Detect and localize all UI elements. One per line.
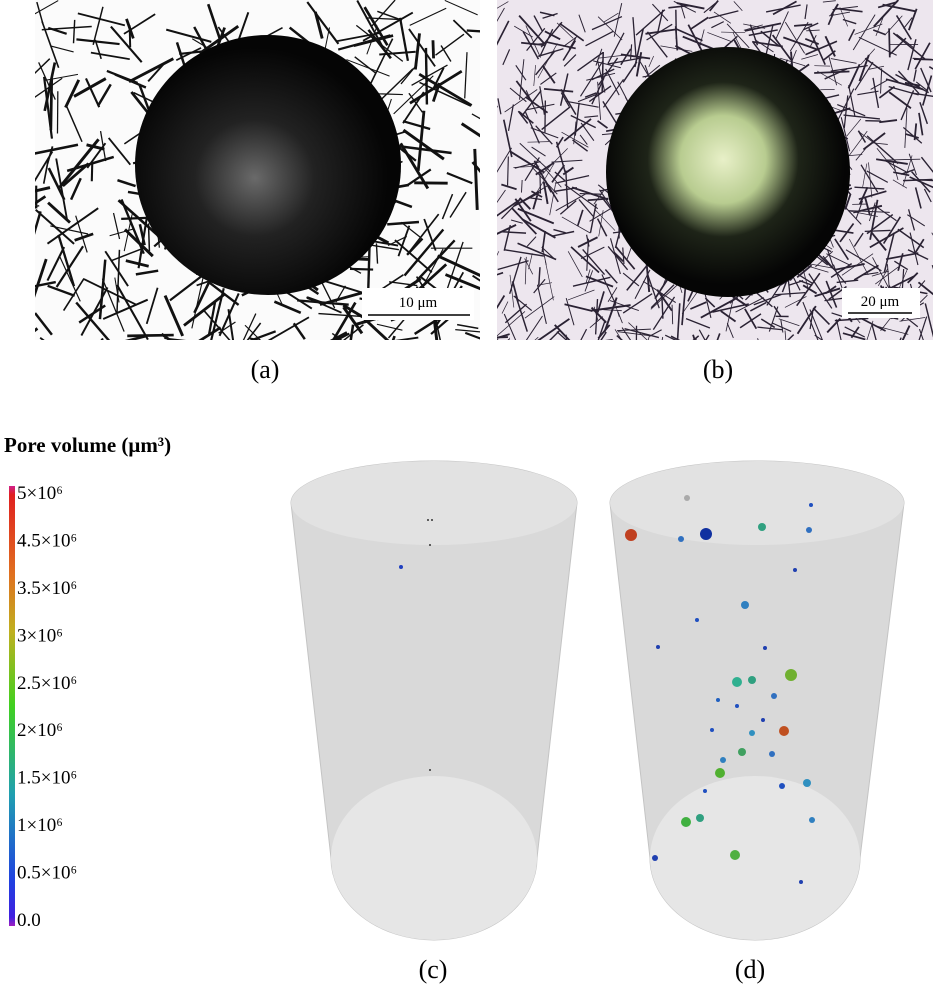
pore <box>427 519 429 521</box>
lath <box>889 28 890 57</box>
cylinder-top <box>610 461 904 545</box>
pore <box>696 814 704 822</box>
lath <box>148 223 149 251</box>
lath <box>433 40 434 58</box>
lath <box>502 338 509 371</box>
pore <box>678 536 684 542</box>
colorbar-label: 0.5×10⁶ <box>17 863 77 884</box>
scale-bar-label: 10 μm <box>399 295 438 311</box>
pore <box>429 769 431 771</box>
lath <box>672 305 673 324</box>
pore <box>806 527 812 533</box>
colorbar-label: 5×10⁶ <box>17 483 63 504</box>
pore <box>769 751 775 757</box>
pore <box>700 528 712 540</box>
pore <box>738 748 746 756</box>
pore <box>684 495 690 501</box>
lath <box>130 25 131 47</box>
pore <box>763 646 767 650</box>
pore <box>716 698 720 702</box>
pore <box>758 523 766 531</box>
lath <box>480 338 511 360</box>
panel-label: (a) <box>251 355 280 384</box>
pore <box>732 677 742 687</box>
lath <box>658 337 663 365</box>
pore <box>715 768 725 778</box>
figure: 10 μm 20 μm (a) (b) Pore volume (μm³) 5×… <box>0 0 936 992</box>
lath <box>51 79 52 130</box>
lath <box>602 52 603 93</box>
lath <box>574 340 613 345</box>
pore <box>771 693 777 699</box>
pore <box>803 779 811 787</box>
panel-label: (b) <box>703 355 733 384</box>
pore <box>652 855 658 861</box>
lath <box>127 335 173 336</box>
pore <box>793 568 797 572</box>
pore <box>779 726 789 736</box>
lath <box>914 59 936 60</box>
pore <box>710 728 714 732</box>
pore <box>399 565 403 569</box>
lath <box>40 338 77 366</box>
pore <box>431 519 433 521</box>
pore <box>720 757 726 763</box>
colorbar-label: 1.5×10⁶ <box>17 768 77 789</box>
lath <box>521 180 522 193</box>
pore <box>681 817 691 827</box>
lath <box>758 338 770 370</box>
lath <box>368 247 369 294</box>
colorbar-label: 2.5×10⁶ <box>17 673 77 694</box>
lath <box>694 338 697 360</box>
pore <box>429 544 431 546</box>
pore <box>779 783 785 789</box>
panel-label: (c) <box>419 955 448 984</box>
pore <box>748 676 756 684</box>
colorbar <box>9 486 15 926</box>
lath <box>508 156 509 185</box>
cylinder-bottom <box>650 776 860 940</box>
colorbar-label: 3×10⁶ <box>17 625 63 646</box>
lath <box>500 339 509 353</box>
pore <box>785 669 797 681</box>
colorbar-label: 1×10⁶ <box>17 815 63 836</box>
colorbar-label: 2×10⁶ <box>17 720 63 741</box>
colorbar-label: 3.5×10⁶ <box>17 578 77 599</box>
cylinder-bottom <box>331 776 537 940</box>
pore <box>809 817 815 823</box>
pore <box>695 618 699 622</box>
pore <box>749 730 755 736</box>
lath <box>491 106 498 121</box>
lath <box>9 206 35 260</box>
lath <box>380 336 395 378</box>
lath <box>493 339 497 361</box>
pore-a <box>135 35 401 295</box>
colorbar-labels: 5×10⁶ 4.5×10⁶ 3.5×10⁶ 3×10⁶ 2.5×10⁶ 2×10⁶ 1.5×… <box>17 483 77 931</box>
panel-label: (d) <box>735 955 765 984</box>
lath <box>481 251 499 288</box>
lath <box>478 337 508 338</box>
pore <box>761 718 765 722</box>
pore <box>741 601 749 609</box>
pore <box>799 880 803 884</box>
colorbar-title: Pore volume (μm³) <box>4 433 171 457</box>
colorbar-label: 0.0 <box>17 910 41 931</box>
pore <box>735 704 739 708</box>
pore-b <box>606 47 850 297</box>
pore <box>730 850 740 860</box>
colorbar-label: 4.5×10⁶ <box>17 530 77 551</box>
pore <box>625 529 637 541</box>
cylinder-top <box>291 461 577 545</box>
pore <box>656 645 660 649</box>
pore <box>703 789 707 793</box>
lath <box>84 338 103 361</box>
pore <box>809 503 813 507</box>
lath <box>516 337 538 356</box>
lath <box>0 328 37 358</box>
cylinders <box>291 461 904 940</box>
scale-bar-label: 20 μm <box>861 294 900 310</box>
